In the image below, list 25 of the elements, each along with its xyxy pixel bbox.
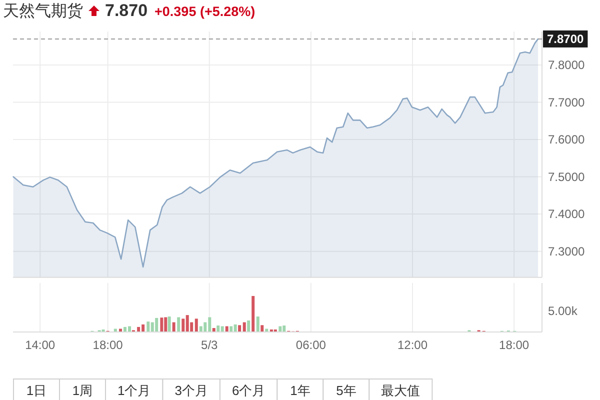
text: 1年 bbox=[290, 383, 310, 398]
text: 5.00k bbox=[548, 304, 578, 318]
text: 1个月 bbox=[118, 383, 151, 398]
text: +0.395 (+5.28%) bbox=[154, 4, 256, 19]
text: 3个月 bbox=[174, 383, 208, 398]
chart-subtitle: 7.870 bbox=[105, 1, 148, 20]
x-tick-label: 06:00 bbox=[296, 338, 326, 352]
ref-line-label: 7.8700 bbox=[547, 32, 584, 46]
y-tick-label: 7.7000 bbox=[548, 95, 586, 110]
x-tick-label: 18:00 bbox=[92, 338, 124, 352]
y-tick-label: 7.8000 bbox=[548, 58, 586, 72]
text: 1日 bbox=[26, 383, 47, 398]
chart-title: 天然气期货 bbox=[3, 2, 83, 20]
y-tick-label: 7.4000 bbox=[548, 207, 586, 222]
x-tick-label: 5/3 bbox=[201, 338, 218, 352]
text: 1周 bbox=[72, 383, 93, 398]
text: 5年 bbox=[336, 383, 356, 398]
x-tick-label: 18:00 bbox=[499, 338, 530, 352]
y-tick-label: 7.3000 bbox=[548, 244, 586, 258]
x-tick-label: 14:00 bbox=[25, 338, 56, 352]
text: 6个月 bbox=[232, 383, 266, 398]
y-tick-label: 7.6000 bbox=[548, 132, 586, 147]
text: 最大值 bbox=[381, 383, 420, 398]
x-tick-label: 12:00 bbox=[397, 338, 428, 352]
y-tick-label: 7.5000 bbox=[548, 170, 586, 184]
